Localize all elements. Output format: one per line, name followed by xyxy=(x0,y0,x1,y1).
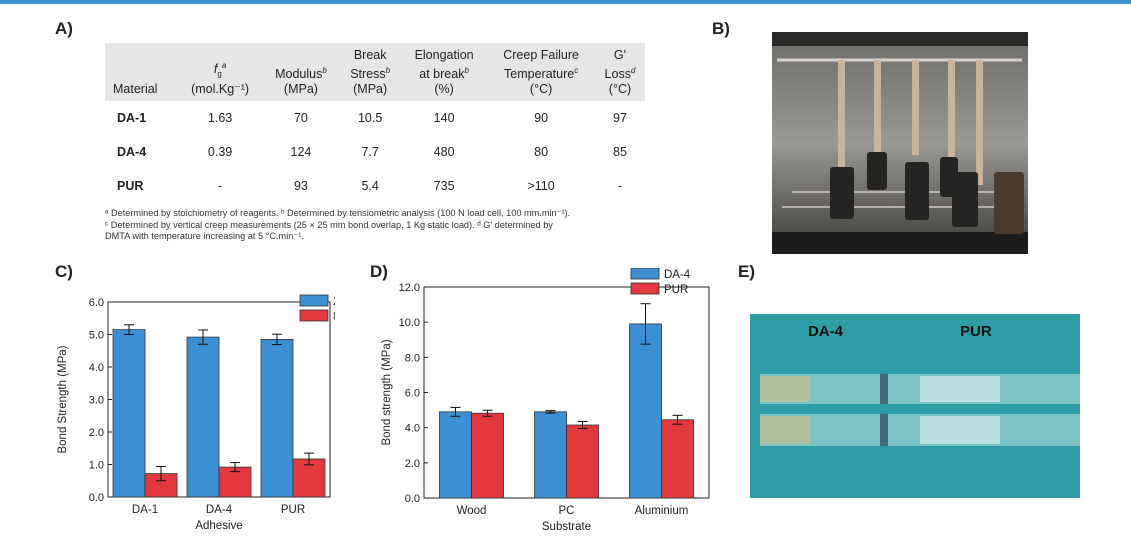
y-tick-label: 0.0 xyxy=(89,492,104,504)
table-cell: 80 xyxy=(534,145,549,159)
lap-shear-specimens-photo: DA-4 PUR xyxy=(750,314,1080,498)
y-tick-label: 4.0 xyxy=(89,362,104,374)
x-tick-label: PUR xyxy=(281,504,305,516)
chart-c-bond-strength-adhesive: 0.0 1.0 2.0 3.0 4.0 5.0 6.0 DA-1 DA-4 PUR Adhesive… xyxy=(57,294,335,532)
legend-swatch xyxy=(299,309,329,322)
footnote-line: ᶜ Determined by vertical creep measureme… xyxy=(105,219,553,230)
table-row: DA-4 0.39 124 7.7 480 80 85 xyxy=(105,135,645,169)
table-cell: 124 xyxy=(290,145,312,159)
y-tick-label: 3.0 xyxy=(89,395,104,407)
panel-label-c: C) xyxy=(55,262,73,281)
y-tick-label: 4.0 xyxy=(405,423,420,435)
specimen-strips xyxy=(760,374,1080,446)
bar xyxy=(534,411,567,499)
table-body: DA-1 1.63 70 10.5 140 90 97 DA-4 0.39 124 7.7 480 80… xyxy=(105,101,645,203)
table-cell: 90 xyxy=(534,111,549,125)
material-name-cell: DA-1 xyxy=(117,111,147,125)
legend-label: DA-4 xyxy=(664,269,691,281)
table-header-cell: Break Stressb (MPa) xyxy=(339,43,401,101)
y-axis-label: Bond strength (MPa) xyxy=(381,339,393,445)
table-cell: - xyxy=(617,179,623,193)
y-tick-label: 6.0 xyxy=(405,388,420,400)
creep-test-photo xyxy=(772,32,1028,254)
table-header-cell: Creep Failure Temperaturec (°C) xyxy=(487,43,595,101)
bar xyxy=(471,412,504,499)
table-cell: 70 xyxy=(293,111,308,125)
properties-table: Material fga (mol.Kg⁻¹) Modulusb (MPa) Break S… xyxy=(105,43,645,203)
y-tick-label: 8.0 xyxy=(405,352,420,364)
table-cell: 1.63 xyxy=(207,111,233,125)
bar xyxy=(439,411,472,499)
specimen-label-da4: DA-4 xyxy=(808,323,844,340)
y-tick-label: 6.0 xyxy=(89,297,104,309)
y-tick-label: 1.0 xyxy=(89,460,104,472)
x-tick-label: Aluminium xyxy=(635,505,689,517)
table-cell: 93 xyxy=(293,179,308,193)
y-tick-label: 2.0 xyxy=(405,458,420,470)
table-cell: 85 xyxy=(613,145,627,159)
top-accent-bar xyxy=(0,0,1131,4)
footnote-line: DMTA with temperature increasing at 5 °C… xyxy=(105,231,304,241)
material-name-cell: DA-4 xyxy=(117,145,147,159)
table-row: DA-1 1.63 70 10.5 140 90 97 xyxy=(105,101,645,135)
oven-top-frame xyxy=(772,32,1028,46)
specimen-label-pur: PUR xyxy=(960,323,992,340)
bar xyxy=(186,336,220,498)
y-axis-label: Bond Strength (MPa) xyxy=(57,345,69,453)
x-axis-label: Substrate xyxy=(542,521,591,533)
table-cell: - xyxy=(218,179,223,193)
y-tick-label: 0.0 xyxy=(405,493,420,505)
bar xyxy=(661,419,694,499)
table-cell: 0.39 xyxy=(207,145,233,159)
legend-swatch xyxy=(630,282,660,295)
table-cell: 97 xyxy=(613,111,627,125)
x-tick-label: DA-1 xyxy=(132,504,158,516)
legend-swatch xyxy=(630,268,660,280)
panel-label-a: A) xyxy=(55,19,73,38)
weights xyxy=(830,152,1024,234)
table-header-cell: G' Lossd (°C) xyxy=(594,43,645,101)
table-footnotes: ᵃ Determined by stoichiometry of reagent… xyxy=(105,208,665,243)
y-tick-label: 12.0 xyxy=(399,282,420,294)
panel-label-d: D) xyxy=(370,262,388,281)
hanging-specimens xyxy=(838,60,983,185)
table-header-cell: Modulusb (MPa) xyxy=(262,43,340,101)
footnote-line: ᵃ Determined by stoichiometry of reagent… xyxy=(105,208,571,218)
bar xyxy=(566,424,599,499)
bar xyxy=(260,338,294,498)
table-header-cell: fga (mol.Kg⁻¹) xyxy=(177,43,263,101)
table-header-cell: Material xyxy=(105,43,178,101)
chart-d-bond-strength-substrate: 0.0 2.0 4.0 6.0 8.0 10.0 12.0 Wood PC Aluminium Su… xyxy=(381,268,710,533)
bar xyxy=(112,329,146,498)
table-cell: 140 xyxy=(433,111,455,125)
legend-label: 80 °C xyxy=(333,311,335,323)
table-header-row: Material fga (mol.Kg⁻¹) Modulusb (MPa) Break S… xyxy=(105,43,645,101)
oven-floor xyxy=(772,232,1028,254)
bar xyxy=(629,323,662,499)
panel-label-e: E) xyxy=(738,262,755,281)
table-cell: 10.5 xyxy=(357,111,383,125)
panel-label-b: B) xyxy=(712,19,730,38)
table-row: PUR - 93 5.4 735 >110 - xyxy=(105,169,645,203)
oven-background xyxy=(772,32,1028,254)
legend-swatch xyxy=(299,294,329,307)
x-axis-label: Adhesive xyxy=(195,520,242,532)
table-cell: 7.7 xyxy=(361,145,379,159)
legend-label: PUR xyxy=(664,284,688,296)
table-cell: 5.4 xyxy=(361,179,379,193)
x-tick-label: Wood xyxy=(457,505,487,517)
y-tick-label: 10.0 xyxy=(399,317,420,329)
table-cell: 735 xyxy=(433,179,455,193)
y-tick-label: 2.0 xyxy=(89,427,104,439)
table-cell: 480 xyxy=(433,145,455,159)
photo-background xyxy=(750,314,1080,498)
y-tick-label: 5.0 xyxy=(89,330,104,342)
x-tick-label: DA-4 xyxy=(206,504,233,516)
table-cell: >110 xyxy=(527,179,555,193)
material-name-cell: PUR xyxy=(117,179,144,193)
x-tick-label: PC xyxy=(559,505,575,517)
legend-label: 23 °C xyxy=(333,296,335,308)
table-header-cell: Elongation at breakb (%) xyxy=(400,43,488,101)
